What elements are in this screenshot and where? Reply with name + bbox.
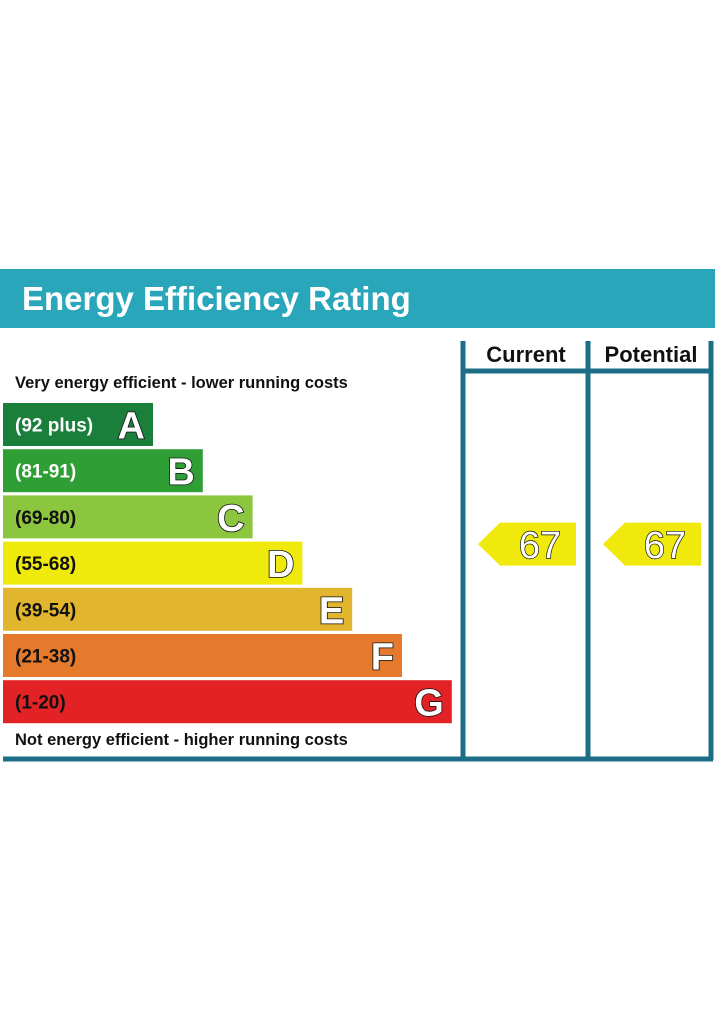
bottom-note: Not energy efficient - higher running co… bbox=[15, 731, 348, 749]
band-g: (1-20) G bbox=[3, 680, 452, 726]
band-b: (81-91) B bbox=[3, 449, 203, 495]
band-e: (39-54) E bbox=[3, 587, 353, 633]
band-c: (69-80) C bbox=[3, 495, 253, 541]
band-range-g: (1-20) bbox=[15, 693, 66, 714]
current-rating-value: 67 bbox=[519, 525, 561, 567]
current-rating-arrow bbox=[478, 522, 576, 566]
band-bar-d bbox=[3, 541, 303, 585]
band-a: (92 plus) A bbox=[3, 403, 153, 448]
band-range-f: (21-38) bbox=[15, 647, 76, 668]
rating-bands: (92 plus) A(81-91) B(69-80) C(55-68) D(39-54… bbox=[3, 403, 452, 726]
band-letter-c: C bbox=[217, 498, 244, 540]
band-bar-c bbox=[3, 495, 253, 539]
top-note: Very energy efficient - lower running co… bbox=[15, 374, 348, 392]
potential-column-header: Potential bbox=[605, 342, 698, 367]
potential-rating-arrow bbox=[603, 522, 701, 566]
band-bar-f bbox=[3, 634, 402, 677]
band-d: (55-68) D bbox=[3, 541, 303, 587]
band-letter-d: D bbox=[267, 544, 294, 586]
rating-markers: 67 67 bbox=[478, 522, 701, 568]
columns-frame bbox=[3, 341, 714, 762]
band-range-c: (69-80) bbox=[15, 508, 76, 529]
band-bar-a bbox=[3, 403, 153, 446]
band-f: (21-38) F bbox=[3, 634, 402, 679]
band-bar-b bbox=[3, 449, 203, 493]
band-range-b: (81-91) bbox=[15, 462, 76, 483]
potential-rating-value: 67 bbox=[644, 525, 686, 567]
current-column-header: Current bbox=[486, 342, 566, 367]
band-bar-e bbox=[3, 587, 353, 631]
band-range-e: (39-54) bbox=[15, 600, 76, 621]
band-bar-g bbox=[3, 680, 452, 724]
band-range-a: (92 plus) bbox=[15, 416, 93, 437]
title-banner bbox=[0, 269, 715, 328]
band-letter-f: F bbox=[371, 637, 394, 679]
band-range-d: (55-68) bbox=[15, 554, 76, 575]
band-letter-g: G bbox=[414, 683, 444, 725]
current-rating: 67 bbox=[478, 522, 576, 568]
band-letter-b: B bbox=[167, 452, 194, 494]
chart-title: Energy Efficiency Rating bbox=[22, 280, 411, 317]
band-letter-e: E bbox=[319, 590, 344, 632]
band-letter-a: A bbox=[118, 406, 145, 448]
potential-rating: 67 bbox=[603, 522, 701, 568]
